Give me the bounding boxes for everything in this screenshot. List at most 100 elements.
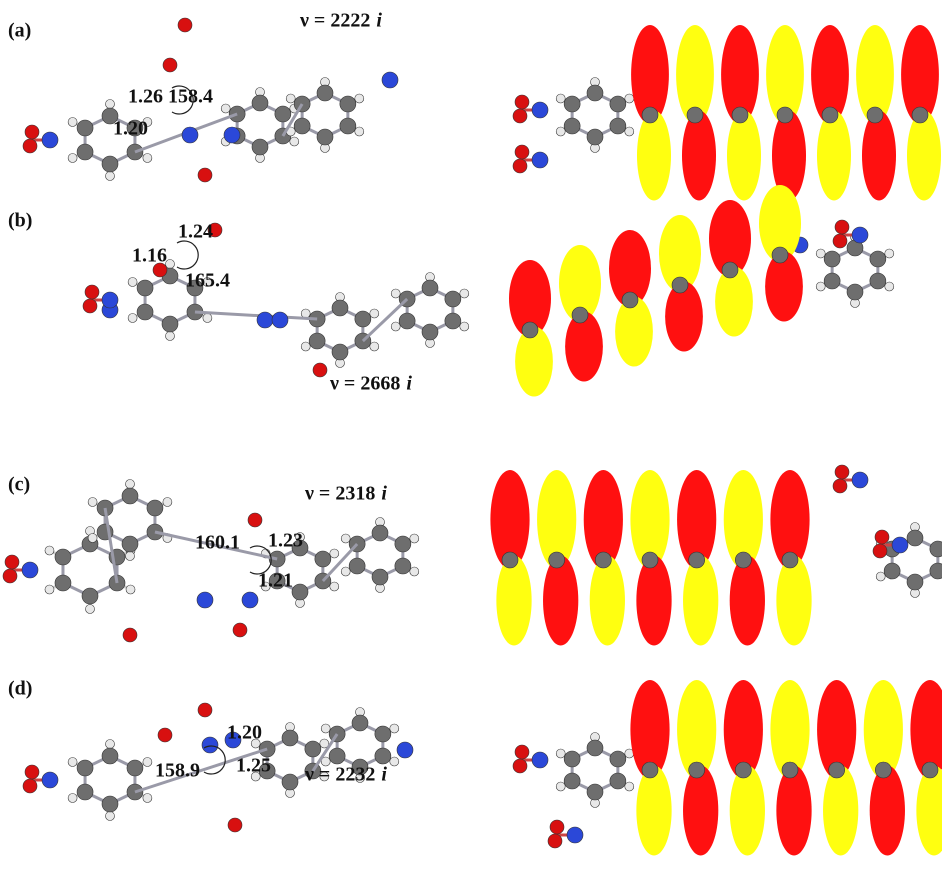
atom (147, 500, 163, 516)
geometry-annotation: 1.25 (236, 755, 271, 777)
atom (321, 724, 330, 733)
angle-arc (177, 241, 198, 269)
atom (642, 762, 658, 778)
atom (317, 85, 333, 101)
atom (127, 760, 143, 776)
atom (907, 530, 923, 546)
atom (352, 715, 368, 731)
atom (106, 172, 115, 181)
atom (532, 752, 548, 768)
atom (68, 154, 77, 163)
atom (382, 72, 398, 88)
atom (852, 227, 868, 243)
atom (178, 18, 192, 32)
atom (885, 249, 894, 258)
atom (137, 304, 153, 320)
atom (395, 558, 411, 574)
atom (587, 85, 603, 101)
orbital-lobe (907, 111, 941, 201)
atom (301, 309, 310, 318)
atom (88, 534, 97, 543)
geometry-annotation: 1.16 (132, 245, 167, 267)
atom (158, 728, 172, 742)
atom (391, 322, 400, 331)
atom (341, 534, 350, 543)
atom (83, 299, 97, 313)
atom (126, 480, 135, 489)
orbital-lobe (862, 111, 896, 201)
frequency: ν = 2222 (299, 10, 370, 32)
orbital-lobe (730, 766, 765, 856)
atom (532, 152, 548, 168)
atom (128, 278, 137, 287)
atom (564, 118, 580, 134)
atom (137, 280, 153, 296)
atom (735, 762, 751, 778)
atom (397, 742, 413, 758)
atom (852, 472, 868, 488)
atom (282, 730, 298, 746)
atom (610, 773, 626, 789)
atom (625, 127, 634, 136)
atom (143, 758, 152, 767)
atom (422, 324, 438, 340)
orbital-lobe (683, 766, 718, 856)
orbital-lobe (637, 111, 671, 201)
atom (622, 292, 638, 308)
atom (301, 342, 310, 351)
atom (735, 552, 751, 568)
atom (835, 465, 849, 479)
panel-label: (d) (8, 678, 32, 700)
atom (106, 812, 115, 821)
geometry-annotation: 158.9 (155, 760, 200, 782)
atom (884, 563, 900, 579)
atom (513, 159, 527, 173)
atom (824, 251, 840, 267)
atom (515, 95, 529, 109)
atom (782, 552, 798, 568)
atom (816, 282, 825, 291)
atom (502, 552, 518, 568)
atom (822, 107, 838, 123)
atom (610, 751, 626, 767)
frequency-unit: i (406, 373, 412, 395)
atom (224, 127, 240, 143)
atom (772, 247, 788, 263)
atom (777, 107, 793, 123)
atom (625, 94, 634, 103)
atom (907, 574, 923, 590)
geometry-annotation: 1.21 (258, 570, 293, 592)
atom (372, 525, 388, 541)
atom (556, 127, 565, 136)
atom (123, 628, 137, 642)
orbital-lobe (730, 556, 765, 646)
atom (460, 289, 469, 298)
atom (399, 313, 415, 329)
atom (410, 534, 419, 543)
atom (549, 552, 565, 568)
atom (88, 498, 97, 507)
atom (892, 537, 908, 553)
atom (330, 582, 339, 591)
atom (445, 313, 461, 329)
atom (282, 774, 298, 790)
orbital-lobe (776, 766, 811, 856)
atom (548, 834, 562, 848)
atom (122, 536, 138, 552)
atom (42, 132, 58, 148)
atom (722, 262, 738, 278)
atom (5, 555, 19, 569)
atom (610, 118, 626, 134)
atom (77, 760, 93, 776)
atom (867, 107, 883, 123)
atom (286, 94, 295, 103)
atom (102, 156, 118, 172)
atom (233, 623, 247, 637)
atom (102, 796, 118, 812)
geometry-annotation: 1.20 (227, 722, 262, 744)
atom (162, 316, 178, 332)
atom (313, 363, 327, 377)
atom (68, 758, 77, 767)
atom (198, 168, 212, 182)
geometry-annotation: 1.23 (268, 530, 303, 552)
